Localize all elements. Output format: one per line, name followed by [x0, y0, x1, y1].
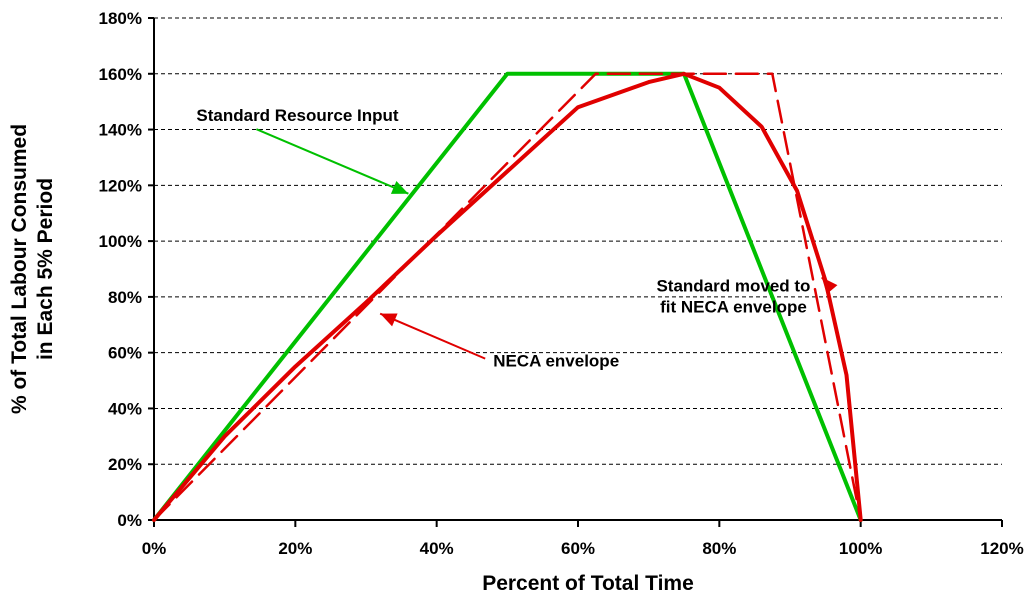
annotation-line: Standard Resource Input: [196, 106, 398, 125]
axis-labels: Percent of Total Time % of Total Labour C…: [8, 124, 694, 595]
annotation-line: NECA envelope: [493, 352, 619, 371]
x-tick-label: 60%: [561, 539, 595, 558]
x-tick-label: 120%: [980, 539, 1023, 558]
y-tick-label: 120%: [99, 176, 142, 195]
y-tick-label: 20%: [108, 455, 142, 474]
x-tick-label: 80%: [702, 539, 736, 558]
annotation-line: fit NECA envelope: [660, 297, 807, 316]
annotation-label: Standard Resource Input: [196, 106, 398, 125]
gridlines: [154, 17, 1002, 465]
x-tick-label: 0%: [142, 539, 167, 558]
annotation-label: Standard moved to fit NECA envelope: [656, 276, 810, 316]
y-tick-label: 140%: [99, 121, 142, 140]
annotation-line: Standard moved to: [656, 276, 810, 295]
y-axis-title-line: in Each 5% Period: [34, 178, 57, 360]
y-tick-label: 100%: [99, 232, 142, 251]
y-tick-label: 180%: [99, 9, 142, 28]
annotation-label: NECA envelope: [493, 352, 619, 371]
x-tick-label: 40%: [420, 539, 454, 558]
x-axis-title: Percent of Total Time: [482, 572, 694, 595]
annotation-arrowhead: [821, 277, 838, 295]
y-tick-label: 60%: [108, 344, 142, 363]
x-tick-label: 100%: [839, 539, 882, 558]
y-tick-label: 80%: [108, 288, 142, 307]
series-line-3: [152, 72, 862, 522]
annotations: Standard Resource Input Standard moved to…: [196, 106, 838, 371]
annotation-arrowhead: [390, 181, 409, 194]
y-axis-title-line: % of Total Labour Consumed: [8, 124, 31, 414]
y-tick-label: 160%: [99, 65, 142, 84]
series-group: [152, 71, 863, 522]
axes: 0% 20% 40% 60% 80% 100% 120% 140% 160% 180% 0% 20% 4…: [99, 9, 1024, 558]
y-tick-label: 0%: [117, 511, 142, 530]
series-line-2: [152, 71, 863, 522]
y-tick-label: 40%: [108, 399, 142, 418]
annotation-arrowhead: [380, 313, 398, 327]
annotation-arrow-line: [256, 128, 409, 195]
x-tick-label: 20%: [278, 539, 312, 558]
annotation-arrow-line: [379, 312, 486, 360]
